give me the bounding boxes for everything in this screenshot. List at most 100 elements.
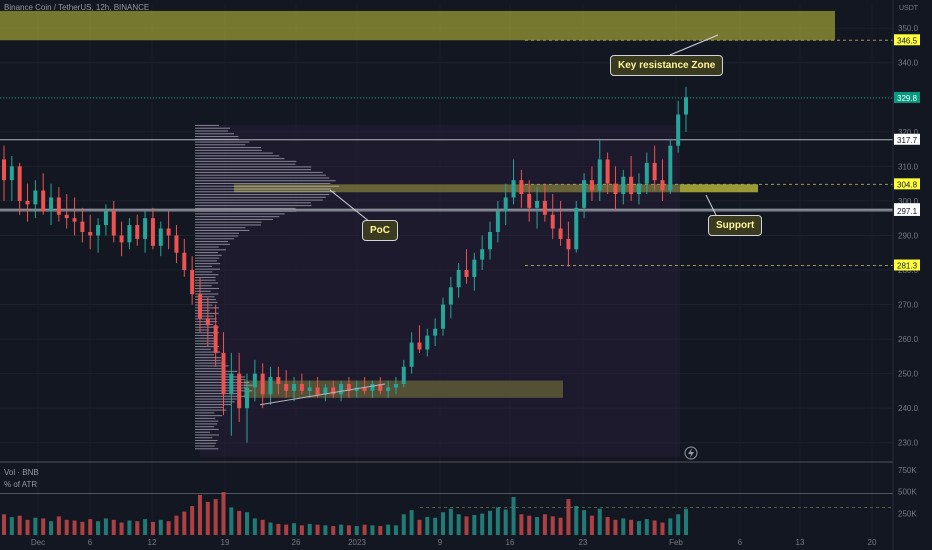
volume-bar xyxy=(472,514,477,535)
profile-bar xyxy=(195,205,312,207)
chart-axes: 230.0240.0250.0260.0270.0280.0290.0300.0… xyxy=(31,5,920,547)
volume-bar xyxy=(433,517,438,535)
volume-bar xyxy=(2,514,6,535)
profile-bar xyxy=(195,417,216,419)
profile-bar xyxy=(195,260,217,262)
profile-bar xyxy=(195,315,214,317)
profile-bar xyxy=(195,135,239,138)
x-tick-label: 23 xyxy=(579,538,588,547)
zone-rect xyxy=(0,10,835,41)
profile-bar xyxy=(195,279,216,281)
price-tag-label: 317.7 xyxy=(897,136,918,145)
volume-bar xyxy=(582,510,587,535)
candle-body xyxy=(629,176,634,194)
volume-bar xyxy=(535,517,540,535)
price-tag-label: 346.5 xyxy=(897,36,918,45)
candle-body xyxy=(589,180,594,191)
volume-bar xyxy=(629,519,634,535)
volume-bar xyxy=(127,520,132,535)
candle-body xyxy=(119,235,124,243)
profile-bar xyxy=(195,406,224,408)
profile-bar xyxy=(195,365,229,367)
profile-bar xyxy=(195,387,247,389)
profile-bar xyxy=(195,437,213,439)
candle-body xyxy=(213,325,218,353)
profile-bar xyxy=(195,392,241,395)
profile-bar xyxy=(195,133,235,135)
profile-bar xyxy=(195,169,312,171)
profile-bar xyxy=(195,401,235,403)
volume-bar xyxy=(323,525,328,535)
poc-callout[interactable]: PoC xyxy=(362,220,398,241)
profile-bar xyxy=(195,177,330,179)
volume-bar xyxy=(25,519,30,535)
profile-bar xyxy=(195,370,238,372)
volume-bar xyxy=(644,519,649,535)
candle-body xyxy=(80,221,85,232)
profile-bar xyxy=(195,287,220,290)
candle-body xyxy=(72,218,77,222)
volume-bar xyxy=(158,519,163,535)
x-tick-label: Feb xyxy=(669,538,683,547)
volume-bar xyxy=(268,522,273,535)
candle-body xyxy=(676,114,681,146)
profile-bar xyxy=(195,243,231,245)
volume-bar xyxy=(354,526,359,535)
candle-body xyxy=(425,335,430,350)
volume-bar xyxy=(143,519,148,535)
profile-bar xyxy=(195,445,215,447)
profile-bar xyxy=(195,166,312,168)
x-tick-label: 19 xyxy=(221,538,230,547)
profile-bar xyxy=(195,276,216,278)
candle-body xyxy=(150,218,155,246)
profile-bar xyxy=(195,296,215,298)
profile-bar xyxy=(195,299,217,301)
volume-bar xyxy=(190,506,195,535)
candle-body xyxy=(174,235,179,253)
volume-bar xyxy=(221,492,226,535)
profile-bar xyxy=(195,199,323,201)
candle-body xyxy=(621,176,626,194)
y-tick-label: 320.0 xyxy=(898,128,919,137)
volume-bar xyxy=(676,514,681,535)
volume-bar xyxy=(621,518,626,535)
volume-bar xyxy=(605,517,610,535)
volume-bar xyxy=(150,521,155,535)
x-tick-label: 26 xyxy=(292,538,301,547)
volume-bar xyxy=(252,518,257,535)
price-tag xyxy=(894,178,920,190)
volume-bar xyxy=(440,512,445,535)
y-tick-label: 310.0 xyxy=(898,162,919,171)
candle-body xyxy=(597,159,602,191)
profile-bar xyxy=(195,415,223,417)
candle-body xyxy=(299,384,304,391)
profile-bar xyxy=(195,282,219,284)
y-tick-label: 290.0 xyxy=(898,231,919,240)
volume-bar xyxy=(346,525,351,535)
candle-body xyxy=(143,218,148,239)
chart-grid xyxy=(0,4,893,538)
candle-body xyxy=(41,190,46,212)
profile-bar xyxy=(195,174,326,176)
candle-body xyxy=(456,270,461,288)
candle-body xyxy=(550,214,555,229)
profile-bar xyxy=(195,207,296,209)
support-callout[interactable]: Support xyxy=(708,215,763,236)
candlestick-series xyxy=(2,86,688,443)
candle-body xyxy=(566,238,571,250)
candle-body xyxy=(135,225,140,239)
candle-body xyxy=(378,384,383,391)
candle-body xyxy=(339,384,344,395)
profile-bar xyxy=(195,409,227,411)
profile-bar xyxy=(195,340,217,342)
key-resistance-callout[interactable]: Key resistance Zone xyxy=(610,55,724,76)
lightning-icon[interactable] xyxy=(684,446,698,460)
volume-bar xyxy=(370,525,375,535)
volume-bar xyxy=(182,511,187,535)
volume-series xyxy=(0,492,893,535)
price-tag xyxy=(894,133,920,145)
volume-bar xyxy=(205,501,210,535)
volume-bar xyxy=(668,518,673,535)
candle-body xyxy=(284,384,289,391)
